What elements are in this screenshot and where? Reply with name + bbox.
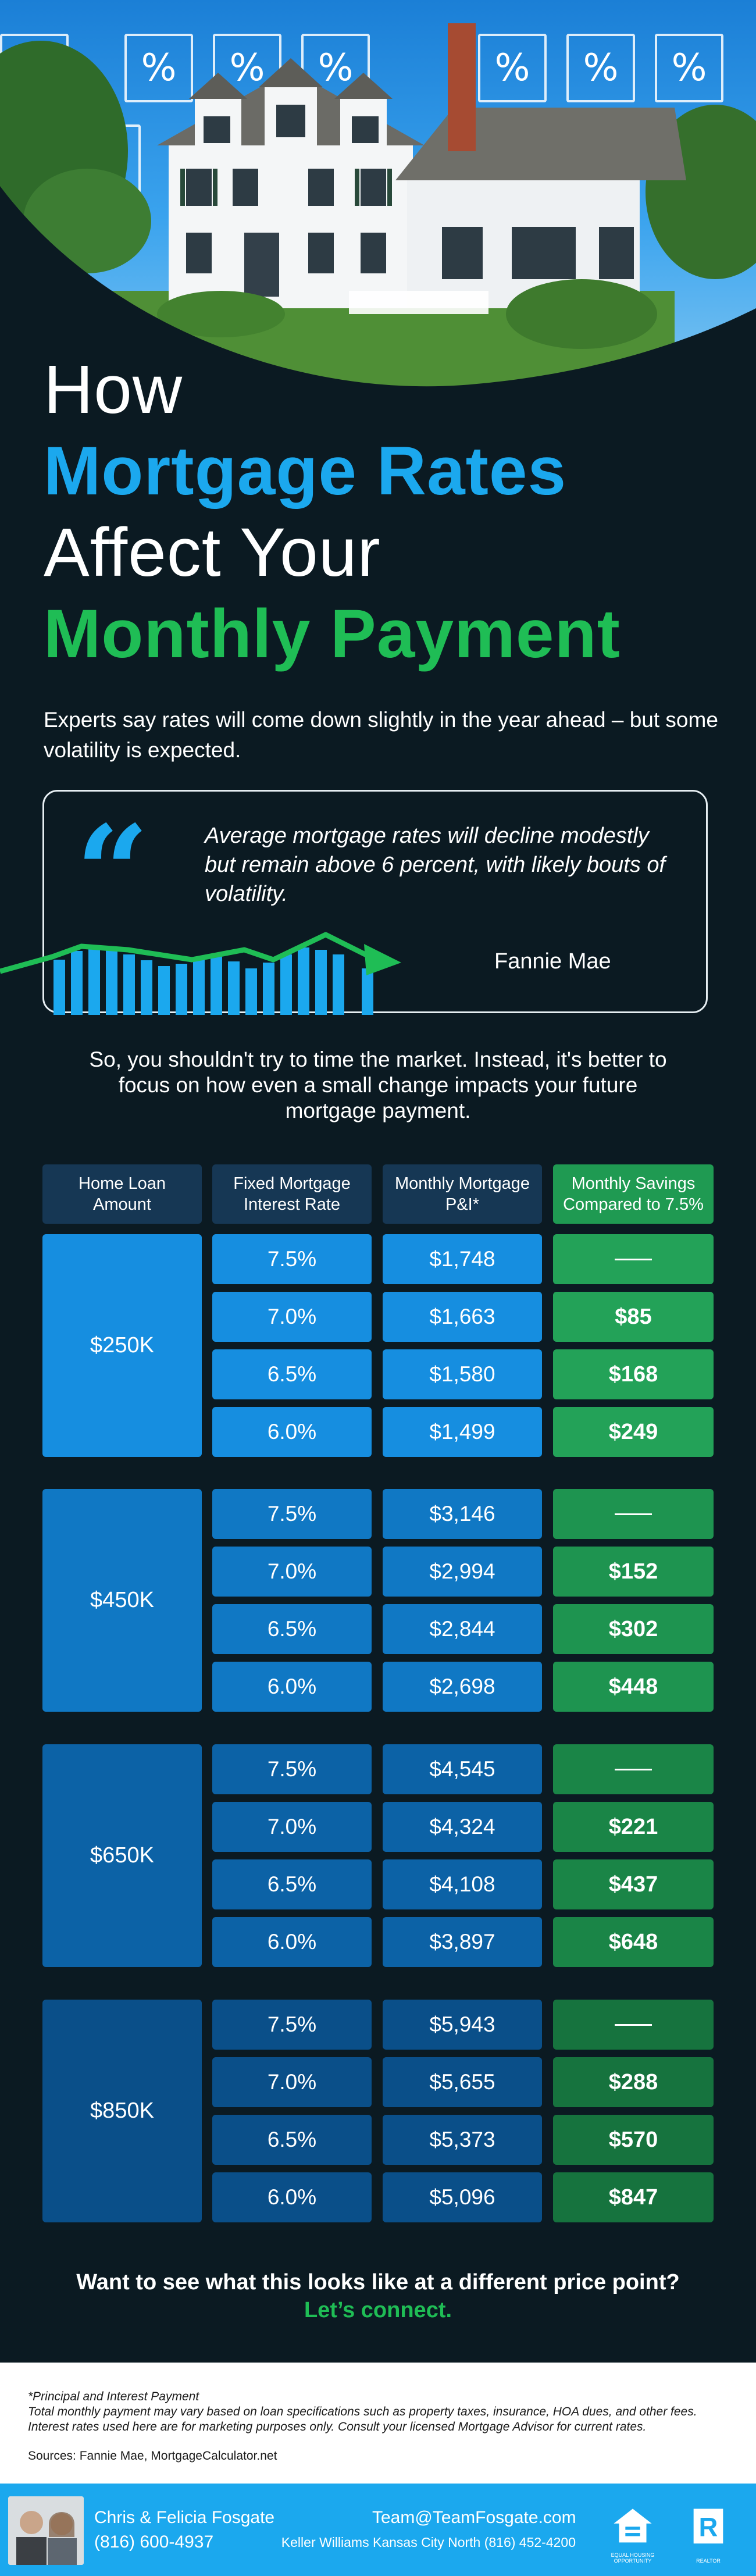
interest-rate-cell: 6.0% bbox=[212, 2172, 372, 2222]
cta-question: Want to see what this looks like at a di… bbox=[76, 2270, 680, 2294]
title-line-4: Monthly Payment bbox=[44, 596, 621, 672]
subtitle: Experts say rates will come down slightl… bbox=[44, 708, 718, 762]
quote-box bbox=[42, 790, 708, 1013]
footnotes: *Principal and Interest Payment Total mo… bbox=[0, 2363, 756, 2484]
monthly-savings-cell bbox=[553, 2000, 714, 2050]
agent-email[interactable]: Team@TeamFosgate.com bbox=[372, 2508, 576, 2527]
percent-icon: % bbox=[655, 34, 723, 102]
monthly-payment-cell: $4,108 bbox=[383, 1859, 542, 1909]
percent-icon: % bbox=[566, 34, 635, 102]
interest-rate-cell: 7.5% bbox=[212, 2000, 372, 2050]
agent-phone[interactable]: (816) 600-4937 bbox=[94, 2532, 214, 2552]
title-line-2: Mortgage Rates bbox=[44, 433, 567, 510]
monthly-payment-cell: $3,897 bbox=[383, 1917, 542, 1967]
monthly-savings-cell: $288 bbox=[553, 2057, 714, 2107]
monthly-savings-cell bbox=[553, 1489, 714, 1539]
equal-housing-caption: EQUAL HOUSING OPPORTUNITY bbox=[611, 2552, 655, 2564]
interest-rate-cell: 6.5% bbox=[212, 2115, 372, 2165]
cta: Want to see what this looks like at a di… bbox=[58, 2268, 698, 2324]
monthly-payment-cell: $1,580 bbox=[383, 1349, 542, 1399]
monthly-savings-cell: $221 bbox=[553, 1802, 714, 1852]
hero-image: % % % % % % % % % bbox=[0, 0, 756, 396]
title-line-3: Affect Your bbox=[44, 514, 381, 591]
agent-names: Chris & Felicia Fosgate bbox=[94, 2508, 275, 2527]
dash-icon bbox=[615, 2023, 652, 2026]
monthly-savings-cell bbox=[553, 1234, 714, 1284]
hero-curve bbox=[0, 186, 756, 396]
interest-rate-cell: 7.5% bbox=[212, 1489, 372, 1539]
loan-amount-cell: $650K bbox=[42, 1744, 202, 1967]
trend-arrow-icon bbox=[0, 932, 401, 1015]
interest-rate-cell: 7.0% bbox=[212, 1292, 372, 1342]
monthly-savings-cell bbox=[553, 1744, 714, 1794]
monthly-savings-cell: $168 bbox=[553, 1349, 714, 1399]
interest-rate-cell: 6.5% bbox=[212, 1859, 372, 1909]
header-interest-rate: Fixed Mortgage Interest Rate bbox=[212, 1164, 372, 1224]
percent-icon: % bbox=[478, 34, 547, 102]
monthly-payment-cell: $2,698 bbox=[383, 1662, 542, 1712]
monthly-payment-cell: $5,373 bbox=[383, 2115, 542, 2165]
monthly-payment-cell: $5,655 bbox=[383, 2057, 542, 2107]
quote-source: Fannie Mae bbox=[494, 949, 611, 974]
monthly-payment-cell: $1,663 bbox=[383, 1292, 542, 1342]
cta-link[interactable]: Let’s connect. bbox=[304, 2298, 452, 2322]
monthly-payment-cell: $5,096 bbox=[383, 2172, 542, 2222]
interest-rate-cell: 6.5% bbox=[212, 1604, 372, 1654]
monthly-savings-cell: $85 bbox=[553, 1292, 714, 1342]
monthly-payment-cell: $2,844 bbox=[383, 1604, 542, 1654]
office-info: Keller Williams Kansas City North (816) … bbox=[281, 2535, 576, 2550]
loan-amount-cell: $450K bbox=[42, 1489, 202, 1712]
equal-housing-icon: EQUAL HOUSING OPPORTUNITY bbox=[608, 2506, 657, 2564]
monthly-savings-cell: $152 bbox=[553, 1547, 714, 1597]
interest-rate-cell: 6.5% bbox=[212, 1349, 372, 1399]
monthly-payment-cell: $4,324 bbox=[383, 1802, 542, 1852]
realtor-icon: R REALTOR bbox=[684, 2506, 733, 2564]
monthly-savings-cell: $249 bbox=[553, 1407, 714, 1457]
footer: Chris & Felicia Fosgate (816) 600-4937 T… bbox=[0, 2484, 756, 2576]
footnote-sources: Sources: Fannie Mae, MortgageCalculator.… bbox=[28, 2449, 277, 2463]
header-loan-amount: Home Loan Amount bbox=[42, 1164, 202, 1224]
footnote-asterisk: *Principal and Interest Payment bbox=[28, 2390, 199, 2403]
interest-rate-cell: 6.0% bbox=[212, 1917, 372, 1967]
monthly-payment-cell: $3,146 bbox=[383, 1489, 542, 1539]
header-monthly-payment: Monthly Mortgage P&I* bbox=[383, 1164, 542, 1224]
interest-rate-cell: 6.0% bbox=[212, 1662, 372, 1712]
monthly-payment-cell: $5,943 bbox=[383, 2000, 542, 2050]
monthly-payment-cell: $1,748 bbox=[383, 1234, 542, 1284]
monthly-savings-cell: $302 bbox=[553, 1604, 714, 1654]
page-title: How Mortgage Rates Affect Your Monthly P… bbox=[44, 349, 718, 675]
interest-rate-cell: 7.0% bbox=[212, 1547, 372, 1597]
interest-rate-cell: 7.5% bbox=[212, 1234, 372, 1284]
intro-text: So, you shouldn't try to time the market… bbox=[89, 1047, 667, 1123]
dash-icon bbox=[615, 1513, 652, 1515]
dash-icon bbox=[615, 1768, 652, 1770]
realtor-caption: REALTOR bbox=[696, 2558, 721, 2564]
interest-rate-cell: 6.0% bbox=[212, 1407, 372, 1457]
monthly-payment-cell: $1,499 bbox=[383, 1407, 542, 1457]
title-line-1: How bbox=[44, 351, 183, 428]
dash-icon bbox=[615, 1258, 652, 1260]
loan-amount-cell: $850K bbox=[42, 2000, 202, 2222]
monthly-payment-cell: $4,545 bbox=[383, 1744, 542, 1794]
monthly-savings-cell: $847 bbox=[553, 2172, 714, 2222]
avatar bbox=[8, 2496, 84, 2565]
loan-amount-cell: $250K bbox=[42, 1234, 202, 1457]
quote-text: Average mortgage rates will decline mode… bbox=[205, 824, 666, 906]
interest-rate-cell: 7.0% bbox=[212, 2057, 372, 2107]
monthly-savings-cell: $437 bbox=[553, 1859, 714, 1909]
monthly-savings-cell: $448 bbox=[553, 1662, 714, 1712]
header-monthly-savings: Monthly Savings Compared to 7.5% bbox=[553, 1164, 714, 1224]
svg-text:R: R bbox=[699, 2512, 718, 2542]
monthly-payment-cell: $2,994 bbox=[383, 1547, 542, 1597]
quote-icon: “ bbox=[76, 797, 149, 947]
monthly-savings-cell: $648 bbox=[553, 1917, 714, 1967]
footnote-disclaimer: Total monthly payment may vary based on … bbox=[28, 2405, 697, 2434]
percent-icon: % bbox=[124, 34, 193, 102]
monthly-savings-cell: $570 bbox=[553, 2115, 714, 2165]
interest-rate-cell: 7.5% bbox=[212, 1744, 372, 1794]
interest-rate-cell: 7.0% bbox=[212, 1802, 372, 1852]
